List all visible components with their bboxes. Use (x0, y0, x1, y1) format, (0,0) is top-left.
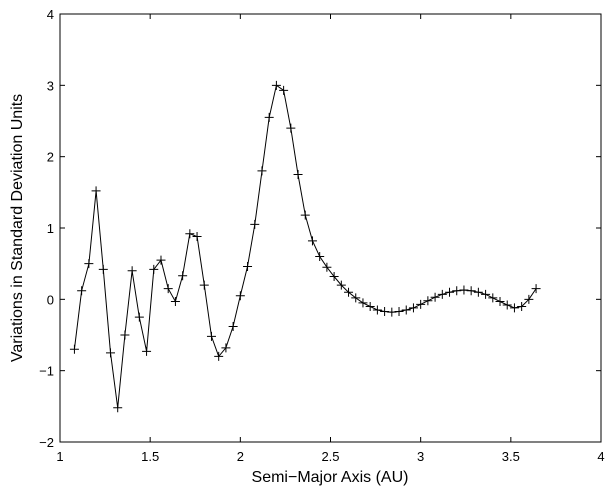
data-point-marker (531, 284, 541, 294)
data-point-marker (307, 236, 317, 246)
data-point-marker (408, 303, 418, 313)
y-tick-label: 1 (47, 221, 54, 236)
data-point-marker (279, 85, 289, 95)
data-point-marker (502, 300, 512, 310)
y-axis-ticks: −2 −1 0 1 2 3 4 (39, 7, 601, 450)
data-point-marker (365, 301, 375, 311)
data-point-marker (344, 287, 354, 297)
data-point-marker (452, 286, 462, 296)
y-tick-label: 3 (47, 78, 54, 93)
data-point-marker (466, 286, 476, 296)
data-point-marker (416, 299, 426, 309)
data-point-marker (192, 232, 202, 242)
data-point-marker (77, 286, 87, 296)
data-point-marker (481, 289, 491, 299)
x-tick-label: 1 (56, 449, 63, 464)
data-point-marker (250, 219, 260, 229)
data-point-marker (257, 166, 267, 176)
data-point-marker (170, 296, 180, 306)
data-point-marker (206, 331, 216, 341)
data-point-marker (488, 293, 498, 303)
data-point-marker (228, 321, 238, 331)
data-point-marker (142, 346, 152, 356)
data-point-marker (293, 170, 303, 179)
data-point-marker (430, 292, 440, 302)
data-point-marker (214, 351, 224, 361)
data-point-marker (243, 262, 253, 272)
data-point-marker (329, 272, 339, 282)
data-point-marker (459, 285, 469, 295)
data-point-marker (423, 296, 433, 306)
data-point-marker (120, 330, 130, 340)
data-point-marker (221, 343, 231, 353)
data-point-marker (300, 210, 310, 220)
data-point-marker (336, 280, 346, 290)
y-tick-label: 2 (47, 150, 54, 165)
x-tick-label: 3 (417, 449, 424, 464)
x-axis-label: Semi−Major Axis (AU) (252, 469, 409, 486)
data-point-marker (372, 305, 382, 315)
data-point-marker (84, 259, 94, 269)
x-tick-label: 3.5 (502, 449, 520, 464)
data-point-marker (517, 301, 527, 311)
data-point-marker (178, 271, 188, 281)
data-point-marker (98, 264, 108, 274)
y-tick-label: −1 (39, 364, 54, 379)
data-point-marker (113, 403, 123, 413)
data-point-marker (105, 348, 115, 358)
data-point-marker (473, 287, 483, 297)
data-point-marker (401, 305, 411, 315)
data-point-marker (185, 229, 195, 239)
data-point-marker (163, 284, 173, 294)
data-point-marker (271, 80, 281, 90)
plot-area (59, 13, 602, 443)
data-point-marker (322, 262, 332, 272)
data-point-marker (495, 296, 505, 306)
data-point-marker (380, 306, 390, 316)
data-point-marker (264, 112, 274, 122)
data-point-marker (394, 306, 404, 316)
x-axis-ticks: 1 1.5 2 2.5 3 3.5 4 (56, 14, 605, 464)
data-point-marker (524, 294, 534, 304)
data-point-marker (91, 186, 101, 196)
y-tick-label: 0 (47, 292, 54, 307)
series-layer (69, 80, 541, 413)
data-point-marker (351, 293, 361, 303)
y-tick-label: 4 (47, 7, 54, 22)
data-point-marker (437, 289, 447, 299)
data-point-marker (445, 287, 455, 297)
y-tick-label: −2 (39, 435, 54, 450)
data-point-marker (315, 252, 325, 262)
data-point-marker (199, 280, 209, 290)
data-point-marker (509, 303, 519, 313)
x-tick-label: 4 (597, 449, 604, 464)
x-tick-label: 2.5 (321, 449, 339, 464)
x-tick-label: 1.5 (141, 449, 159, 464)
data-point-marker (387, 307, 397, 317)
x-tick-label: 2 (237, 449, 244, 464)
data-point-marker (286, 123, 296, 133)
data-point-marker (156, 255, 166, 265)
data-point-marker (358, 298, 368, 308)
data-point-marker (149, 264, 159, 274)
data-point-marker (134, 312, 144, 322)
data-point-marker (127, 266, 137, 276)
data-point-marker (69, 344, 79, 354)
data-point-marker (235, 291, 245, 301)
y-axis-label: Variations in Standard Deviation Units (9, 94, 26, 362)
